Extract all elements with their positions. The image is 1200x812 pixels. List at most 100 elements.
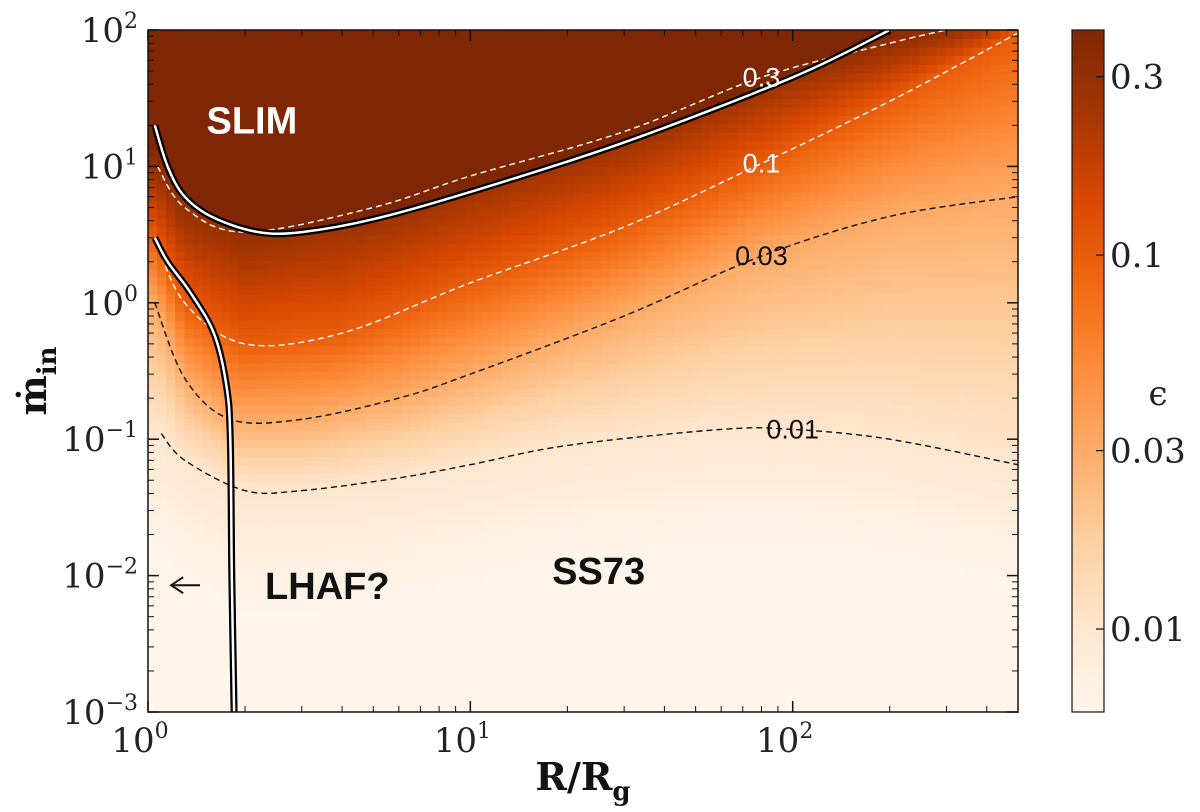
heatmap-cell [148,149,158,159]
heatmap-cell [247,132,258,142]
heatmap-cell [483,30,493,40]
heatmap-cell [519,106,530,116]
heatmap-cell [238,98,249,108]
heatmap-cell [700,405,711,415]
heatmap-cell [483,226,493,236]
heatmap-cell [410,584,421,594]
heatmap-cell [483,353,493,364]
heatmap-cell [392,686,403,696]
heatmap-cell [628,38,638,48]
heatmap-cell [419,379,430,389]
heatmap-cell [193,660,203,670]
heatmap-cell [655,473,666,483]
heatmap-cell [691,524,702,534]
heatmap-cell [347,47,358,57]
heatmap-cell [682,464,693,474]
heatmap-cell [311,490,321,500]
heatmap-cell [247,379,258,389]
heatmap-cell [465,567,475,577]
heatmap-cell [347,677,358,688]
heatmap-cell [637,567,648,577]
heatmap-cell [265,532,276,543]
heatmap-cell [293,413,303,423]
heatmap-cell [528,490,539,500]
heatmap-cell [148,422,158,432]
heatmap-cell [628,464,638,474]
heatmap-cell [592,268,602,278]
heatmap-cell [510,515,521,526]
heatmap-cell [646,251,657,261]
heatmap-cell [293,609,303,619]
heatmap-cell [682,456,693,466]
heatmap-cell [166,430,176,440]
heatmap-cell [383,388,394,398]
heatmap-cell [311,268,321,278]
heatmap-cell [664,660,675,670]
heatmap-cell [293,157,303,168]
heatmap-cell [220,660,231,670]
heatmap-cell [555,217,566,227]
heatmap-cell [419,319,430,329]
heatmap-cell [428,38,439,48]
heatmap-cell [519,191,530,202]
heatmap-cell [501,217,512,227]
heatmap-cell [637,345,648,355]
heatmap-cell [474,550,484,560]
heatmap-cell [392,89,403,99]
heatmap-cell [392,30,403,40]
heatmap-cell [546,362,557,372]
heatmap-cell [365,328,376,338]
heatmap-cell [392,584,403,594]
heatmap-cell [247,413,258,423]
heatmap-cell [329,30,339,40]
heatmap-cell [274,507,285,517]
heatmap-cell [293,277,303,287]
heatmap-cell [619,166,629,176]
heatmap-cell [492,694,503,705]
heatmap-cell [583,371,593,381]
heatmap-cell [528,251,539,261]
heatmap-cell [283,439,294,449]
heatmap-cell [637,140,648,150]
heatmap-cell [447,532,457,543]
heatmap-cell [555,183,566,193]
heatmap-cell [592,430,602,440]
heatmap-cell [283,405,294,415]
heatmap-cell [447,388,457,398]
heatmap-cell [274,430,285,440]
heatmap-cell [256,268,267,278]
heatmap-cell [274,626,285,636]
heatmap-cell [465,89,475,99]
heatmap-cell [546,550,557,560]
heatmap-cell [528,669,539,679]
heatmap-cell [519,251,530,261]
heatmap-cell [438,481,448,491]
heatmap-cell [265,140,276,150]
heatmap-cell [501,115,512,125]
heatmap-cell [537,200,548,210]
heatmap-cell [456,226,466,236]
heatmap-cell [492,652,503,662]
heatmap-cell [410,430,421,440]
heatmap-cell [320,456,330,466]
heatmap-cell [583,47,593,57]
heatmap-cell [465,481,475,491]
heatmap-cell [383,413,394,423]
heatmap-cell [682,302,693,312]
heatmap-cell [329,652,339,662]
heatmap-cell [655,567,666,577]
heatmap-cell [256,388,267,398]
heatmap-cell [220,200,231,210]
heatmap-cell [256,524,267,534]
heatmap-cell [709,669,720,679]
heatmap-cell [419,532,430,543]
heatmap-cell [465,157,475,168]
heatmap-cell [320,302,330,312]
heatmap-cell [682,243,693,253]
heatmap-cell [356,149,367,159]
heatmap-cell [347,149,358,159]
heatmap-cell [682,405,693,415]
heatmap-cell [419,447,430,457]
heatmap-cell [238,362,249,372]
heatmap-cell [501,243,512,253]
